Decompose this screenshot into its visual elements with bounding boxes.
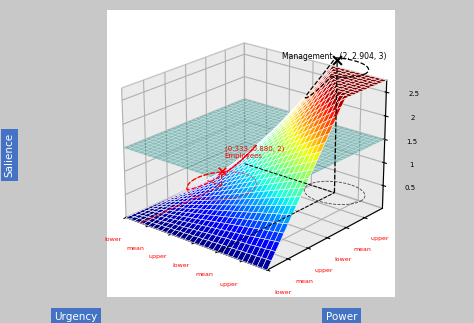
- Text: Urgency: Urgency: [54, 312, 98, 322]
- Text: Salience: Salience: [5, 133, 15, 177]
- Text: Power: Power: [326, 312, 357, 322]
